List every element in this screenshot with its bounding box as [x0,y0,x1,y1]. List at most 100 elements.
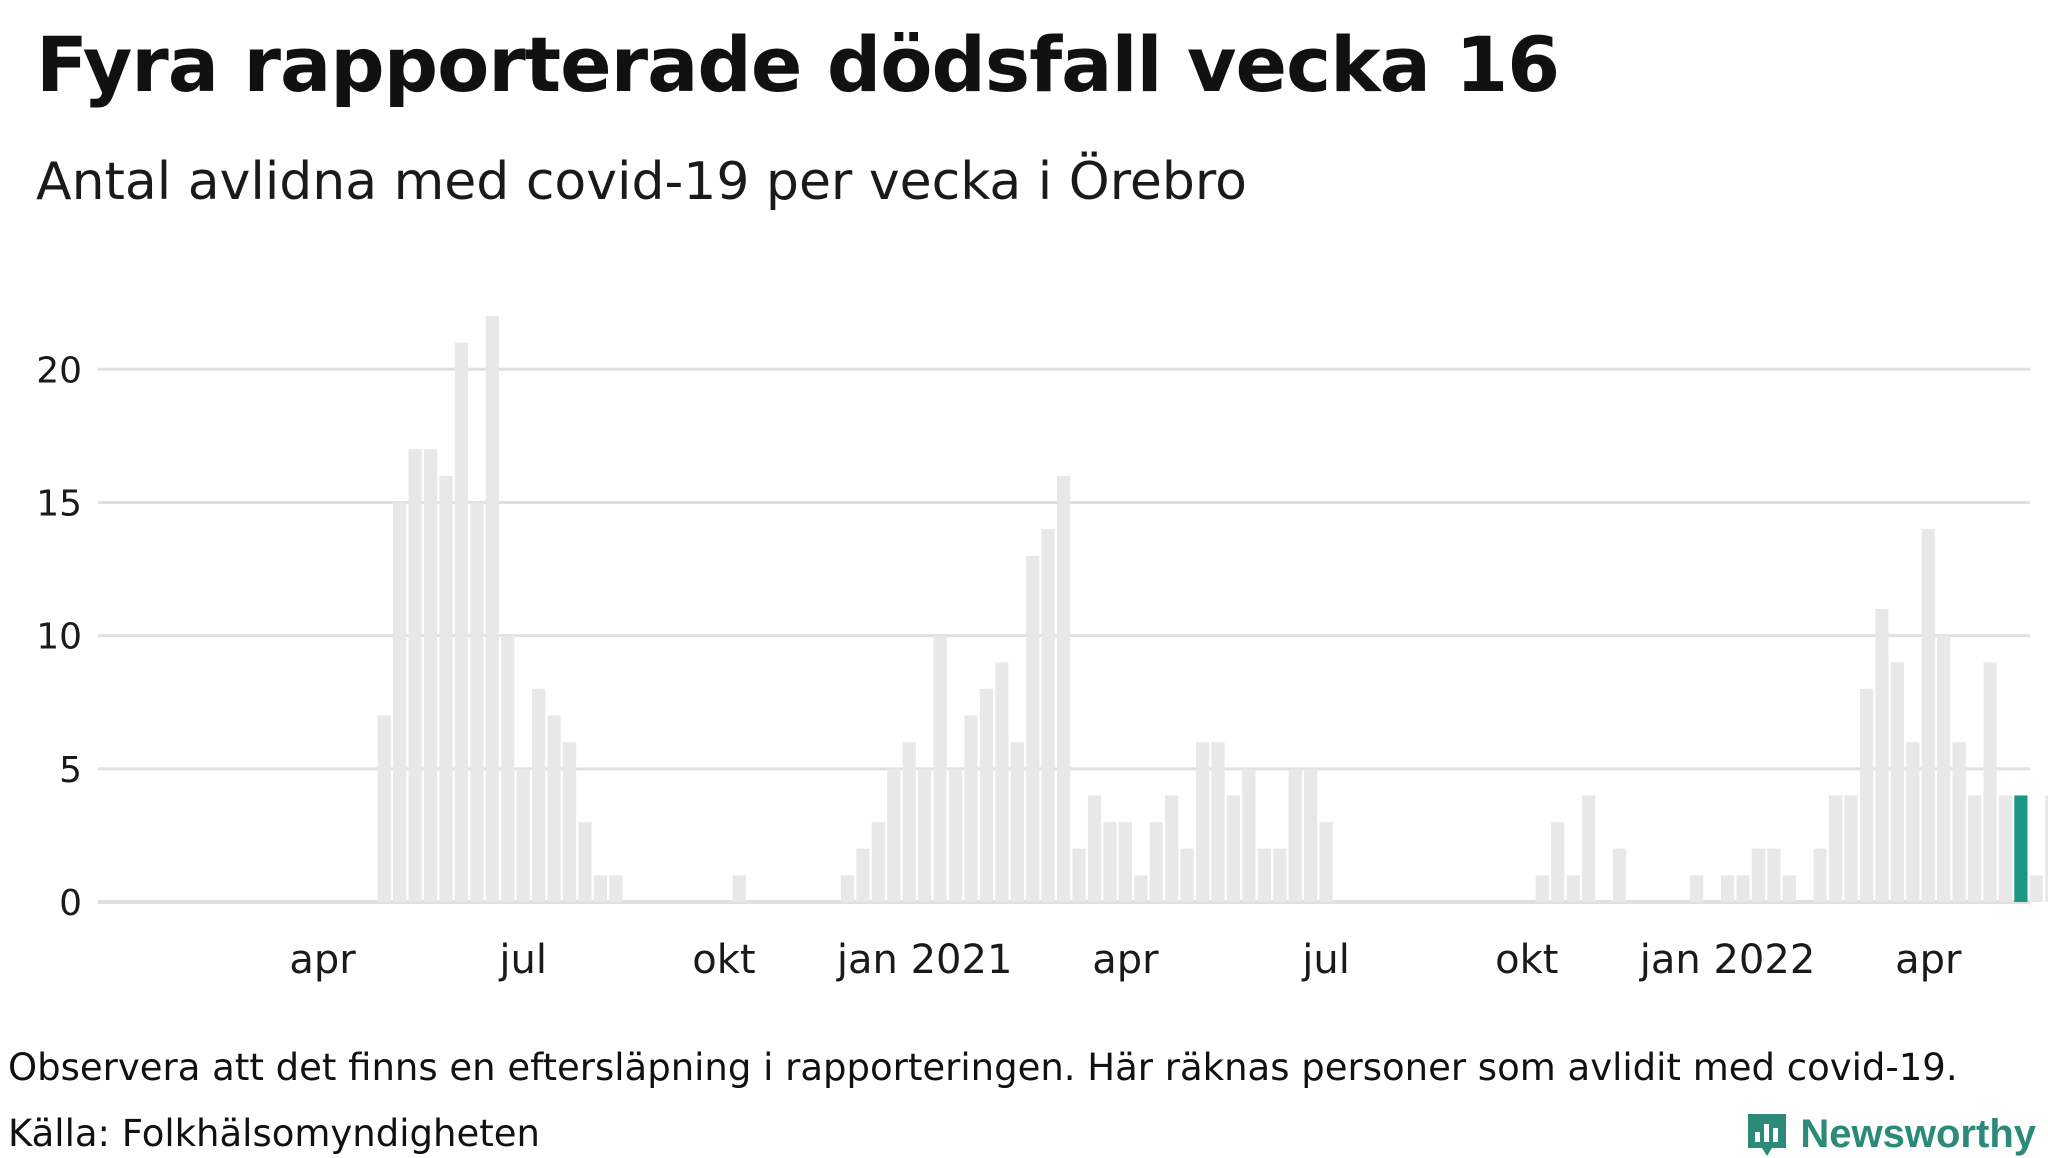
bar [1566,875,1580,902]
bar [1906,742,1920,902]
bars [377,316,2048,902]
x-tick-label: jan 2022 [1639,937,1816,983]
bar [1319,822,1333,902]
bar [439,475,453,902]
bar-chart: 0 5 10 15 20 apr jul okt jan 2021 apr jul okt jan 2… [36,316,2048,983]
bar [593,875,608,902]
bar [1072,848,1086,902]
bar [1952,742,1966,902]
bar [377,715,391,902]
bar [1211,742,1225,902]
bar [1288,768,1302,902]
bar [578,822,592,902]
bar [1890,662,1904,902]
bar [1535,875,1549,902]
bar [856,848,870,902]
y-tick-label: 5 [59,750,82,791]
bar [562,742,577,902]
y-tick-label: 0 [59,883,82,924]
x-tick-label: apr [1092,937,1159,983]
x-tick-label: okt [692,937,755,983]
bar [1242,768,1256,902]
bar [1180,848,1194,902]
x-tick-label: jul [1301,937,1350,983]
bar [1134,875,1148,902]
source-label: Källa: Folkhälsomyndigheten [8,1112,540,1155]
x-tick-label: jan 2021 [836,937,1013,983]
bar [2029,875,2043,902]
bar [979,688,994,902]
y-tick-label: 10 [36,617,82,658]
bar [1304,768,1318,902]
newsworthy-logo: Newsworthy [1744,1110,2036,1158]
bar [1057,475,1071,902]
y-tick-label: 15 [36,483,82,524]
bar [423,449,438,902]
bar [1581,795,1596,902]
bar [995,662,1009,902]
bar [470,502,484,902]
bar [547,715,561,902]
bar [732,875,746,902]
bar [1782,875,1796,902]
x-tick-label: apr [289,937,356,983]
bar [1751,848,1766,902]
bar [1859,688,1874,902]
bar [1010,742,1024,902]
bar [2045,795,2048,902]
footnote: Observera att det finns en eftersläpning… [8,1046,1958,1089]
chart-subtitle: Antal avlidna med covid-19 per vecka i Ö… [36,152,1247,212]
bar [1612,848,1627,902]
bar [408,449,422,902]
bar [1087,795,1102,902]
bar [1829,795,1843,902]
bar [1103,822,1117,902]
bar [1967,795,1982,902]
highlighted-bar [2014,795,2028,902]
bar [485,316,499,902]
bar [1026,555,1040,902]
x-tick-label: jul [498,937,547,983]
bar [1273,848,1287,902]
bar [902,742,916,902]
bar [516,768,530,902]
bar [1937,635,1951,902]
bar [454,342,469,902]
bar [1844,795,1858,902]
bar [1736,875,1750,902]
bar [933,635,947,902]
chart-title: Fyra rapporterade dödsfall vecka 16 [36,20,1560,109]
bar [1875,609,1889,902]
x-tick-label: apr [1895,937,1962,983]
x-axis: apr jul okt jan 2021 apr jul okt jan 2022 apr [289,937,1962,983]
newsworthy-logo-icon [1748,1114,1787,1156]
bar [1813,848,1827,902]
bar [1720,875,1735,902]
bar [1149,822,1163,902]
bar [1257,848,1271,902]
y-axis: 0 5 10 15 20 [36,350,82,924]
bar [501,635,515,902]
bar [1041,529,1055,902]
bar [1983,662,1997,902]
bar [1690,875,1704,902]
bar [1921,529,1935,902]
bar [609,875,623,902]
bar [1226,795,1241,902]
bar [393,502,407,902]
bar [840,875,855,902]
bar [918,768,932,902]
bar [1195,742,1210,902]
y-tick-label: 20 [36,350,82,391]
newsworthy-logo-text: Newsworthy [1800,1111,2036,1156]
bar [1118,822,1132,902]
bar [871,822,885,902]
bar [532,688,546,902]
bar [1551,822,1565,902]
x-tick-label: okt [1495,937,1558,983]
bar [1767,848,1781,902]
bar [1998,795,2013,902]
bar [948,768,963,902]
bar [1165,795,1179,902]
bar [964,715,978,902]
